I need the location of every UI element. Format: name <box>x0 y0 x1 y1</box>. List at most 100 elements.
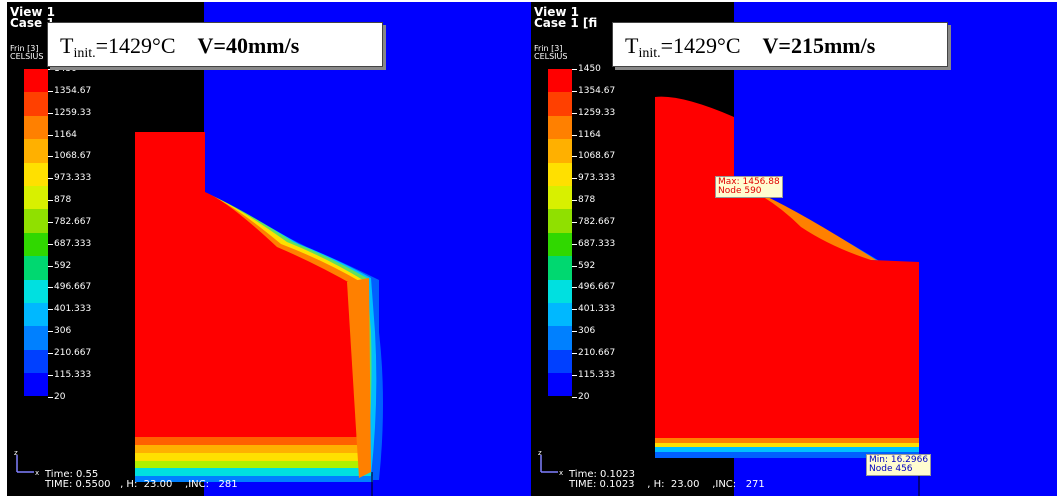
legend-swatch <box>24 185 48 210</box>
view-title-line1: View 1 <box>10 5 55 19</box>
bottom-band-lime <box>135 461 369 468</box>
legend-tick-label: 115.333 <box>578 369 616 380</box>
max-node: Node 590 <box>718 186 762 196</box>
legend-swatch <box>24 302 48 327</box>
bottom-band-cyan <box>655 447 919 452</box>
legend-tick-label: 592 <box>54 260 72 271</box>
legend-tick-label: 973.333 <box>578 173 616 184</box>
legend-tick-label: 1164 <box>578 129 601 140</box>
svg-text:z: z <box>538 449 542 457</box>
legend-tick <box>572 243 577 245</box>
bottom-band-blue <box>135 476 373 482</box>
svg-text:x: x <box>35 469 39 477</box>
legend-tick <box>48 221 53 223</box>
legend-tick-label: 1354.67 <box>578 85 616 96</box>
view-title-line2: Case 1 [fi <box>534 16 598 30</box>
legend-swatch <box>548 256 572 280</box>
right-caption: Tinit.=1429°C V=215mm/s <box>612 22 948 67</box>
legend-tick <box>572 221 577 223</box>
legend-tick <box>572 396 577 398</box>
caption-t-value: =1429°C <box>660 33 741 58</box>
legend-tick-label: 496.667 <box>578 282 616 293</box>
bottom-band-cyan <box>135 468 371 476</box>
right-edge-gradient <box>347 278 371 478</box>
legend-tick <box>48 265 53 267</box>
legend-swatch <box>548 232 572 257</box>
legend-tick <box>572 90 577 92</box>
time-short: Time: 0.55 <box>45 469 99 480</box>
legend-tick <box>572 352 577 354</box>
legend-tick-label: 1259.33 <box>578 107 616 118</box>
max-tag: Max: 1456.88 Node 590 <box>715 176 783 198</box>
legend-swatch <box>548 115 572 140</box>
legend-tick <box>48 200 53 202</box>
unit-label: CELSIUS <box>534 52 568 61</box>
billet-hot-zone <box>135 132 359 462</box>
legend-tick-label: 1068.67 <box>54 151 92 162</box>
axis-triad-icon: z x <box>14 449 39 477</box>
left-temperature-field <box>135 2 533 496</box>
color-legend: 1450 1354.67 1259.33 1164 1068.67 973.333 878 7… <box>548 64 615 402</box>
legend-tick-label: 401.333 <box>578 304 616 315</box>
legend-tick <box>48 112 53 114</box>
time-long: TIME: 0.5500 , H: 23.00 ,INC: 281 <box>45 479 238 490</box>
view-title: View 1 Case 1 [fi <box>534 6 598 30</box>
legend-tick-label: 782.667 <box>578 216 616 227</box>
result-type-label: Frin [3] <box>10 44 39 53</box>
legend-swatch <box>24 279 48 303</box>
unit-label: CELSIUS <box>10 52 44 61</box>
legend-swatch <box>24 115 48 140</box>
legend-swatch <box>24 232 48 257</box>
caption-t-sub: init. <box>73 46 96 61</box>
legend-tick <box>572 134 577 136</box>
legend-swatch <box>548 209 572 233</box>
legend-tick-label: 20 <box>578 391 590 402</box>
legend-tick-label: 306 <box>578 326 596 337</box>
time-long: TIME: 0.1023 , H: 23.00 ,INC: 271 <box>569 479 765 490</box>
legend-swatch <box>24 373 48 397</box>
legend-tick <box>572 112 577 114</box>
min-node: Node 456 <box>869 464 913 474</box>
legend-tick <box>48 156 53 158</box>
bottom-band-yellow <box>655 443 919 447</box>
legend-tick-label: 1450 <box>578 64 601 74</box>
caption-t-value: =1429°C <box>95 33 176 58</box>
svg-text:x: x <box>559 469 563 477</box>
legend-tick-label: 1259.33 <box>54 107 92 118</box>
legend-tick-label: 20 <box>54 391 66 402</box>
legend-tick-label: 210.667 <box>578 347 616 358</box>
legend-tick <box>48 331 53 333</box>
view-title-line2: Case 1 <box>10 16 55 30</box>
axis-triad-icon: z x <box>538 449 563 477</box>
legend-tick-label: 496.667 <box>54 282 92 293</box>
legend-tick <box>572 374 577 376</box>
color-legend: 1450 1354.67 1259.33 1164 1068.67 973.333 878 7… <box>24 64 91 402</box>
legend-tick <box>48 243 53 245</box>
min-value: Min: 16.2966 <box>869 455 929 465</box>
legend-swatch <box>548 279 572 303</box>
legend-swatch <box>24 92 48 116</box>
svg-text:z: z <box>14 449 18 457</box>
max-value: Max: 1456.88 <box>718 177 780 187</box>
caption-t-sub: init. <box>638 46 661 61</box>
caption-t: T <box>625 33 639 58</box>
legend-swatch <box>24 139 48 163</box>
legend-tick-label: 1354.67 <box>54 85 92 96</box>
legend-tick <box>572 287 577 289</box>
legend-swatch <box>548 185 572 210</box>
left-caption: Tinit.=1429°C V=40mm/s <box>47 22 383 67</box>
legend-swatch <box>24 69 48 93</box>
legend-tick-label: 1068.67 <box>578 151 616 162</box>
legend-swatch <box>548 349 572 374</box>
legend-swatch <box>548 326 572 350</box>
legend-tick <box>48 374 53 376</box>
caption-t: T <box>60 33 74 58</box>
legend-tick <box>572 200 577 202</box>
legend-tick-label: 306 <box>54 326 72 337</box>
time-short: Time: 0.1023 <box>569 469 636 480</box>
legend-tick <box>48 90 53 92</box>
legend-tick-label: 210.667 <box>54 347 92 358</box>
right-simulation-panel: View 1 Case 1 [fi Frin [3] CELSIUS 1450 1… <box>531 2 1057 496</box>
legend-swatch <box>548 302 572 327</box>
legend-swatch <box>548 139 572 163</box>
